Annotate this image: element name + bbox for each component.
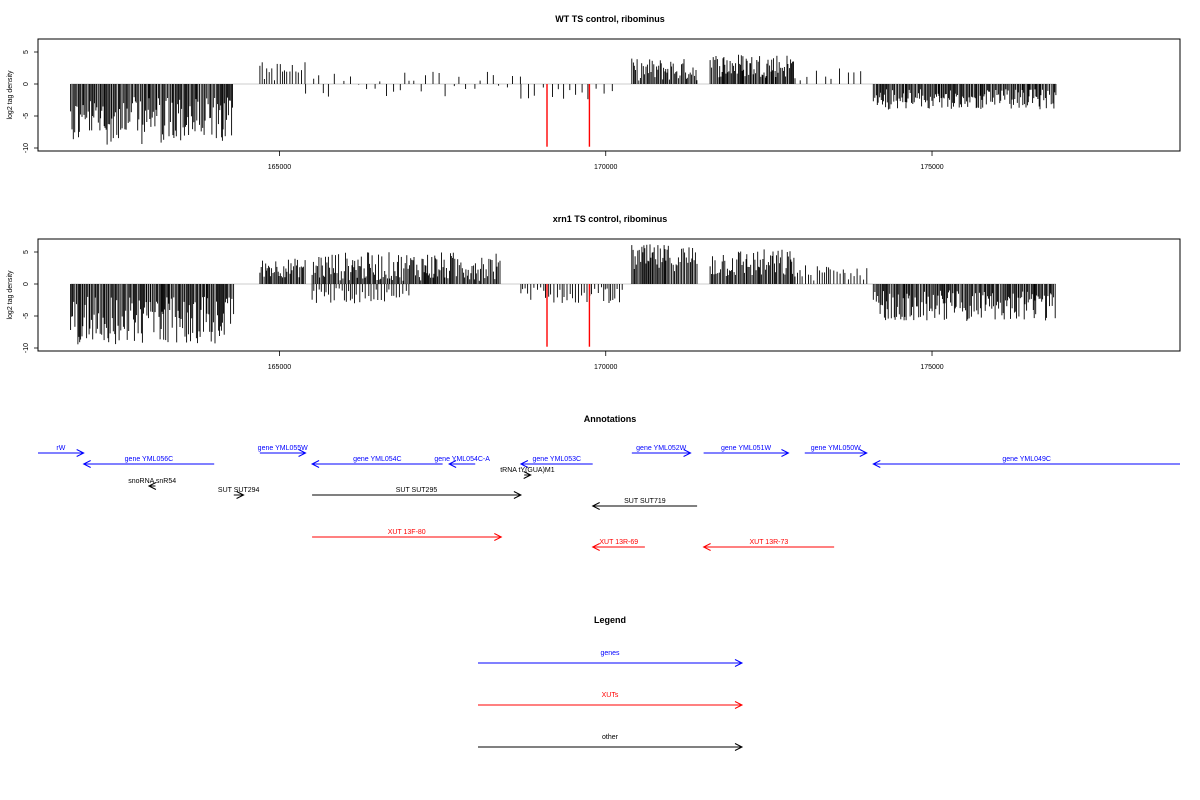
feature-arrowhead xyxy=(76,449,85,457)
feature-arrowhead xyxy=(236,491,245,499)
x-tick-label: 165000 xyxy=(268,164,291,171)
feature-arrowhead xyxy=(519,460,529,468)
feature-arrowhead xyxy=(310,460,320,468)
x-tick-label: 165000 xyxy=(268,364,291,371)
annotation-feature: snoRNA snR54 xyxy=(128,478,176,490)
panel-wt-bars xyxy=(70,54,1057,147)
legend-item: XUTs xyxy=(478,692,744,709)
annotation-feature: gene YML055W xyxy=(258,445,308,457)
feature-arrowhead xyxy=(591,543,600,551)
panel-xrn1-frame xyxy=(37,238,1181,352)
legend-arrowhead xyxy=(734,743,744,751)
annotation-feature: gene YML054C xyxy=(310,456,443,468)
annotation-feature: SUT SUT294 xyxy=(218,487,260,499)
feature-label: SUT SUT295 xyxy=(396,487,438,494)
feature-arrowhead xyxy=(591,502,600,510)
annotation-feature: gene YML056C xyxy=(82,456,215,468)
feature-label: SUT SUT719 xyxy=(624,498,666,505)
annotation-feature: XUT 13R-73 xyxy=(702,539,835,551)
feature-label: SUT SUT294 xyxy=(218,487,260,494)
y-tick-label: -10 xyxy=(23,143,30,153)
feature-label: gene YML056C xyxy=(125,456,174,463)
legend-arrowhead xyxy=(734,659,744,667)
legend-arrowhead xyxy=(734,701,744,709)
legend-item: other xyxy=(478,734,744,751)
feature-arrowhead xyxy=(523,471,532,479)
x-tick-label: 175000 xyxy=(920,164,943,171)
y-tick-label: 5 xyxy=(23,250,30,254)
y-tick-label: 0 xyxy=(23,282,30,286)
feature-arrowhead xyxy=(147,482,157,490)
annotation-feature: tRNA tY(GUA)M1 xyxy=(500,467,555,479)
annotations-title: Annotations xyxy=(584,414,637,424)
legend-label: genes xyxy=(600,650,620,657)
y-tick-label: -5 xyxy=(23,313,30,319)
annotation-feature: gene YML053C xyxy=(519,456,593,468)
x-tick-label: 170000 xyxy=(594,164,617,171)
panel-wt-ticks: -10 -5 0 5 165000 170000 175000 xyxy=(23,50,944,171)
feature-label: gene YML055W xyxy=(258,445,308,452)
feature-label: snoRNA snR54 xyxy=(128,478,176,485)
annotation-feature: gene YML051W xyxy=(703,445,790,457)
feature-label: XUT 13F-80 xyxy=(388,529,426,536)
feature-label: gene YML049C xyxy=(1002,456,1051,463)
legend-items: genes XUTs other xyxy=(478,650,744,751)
panel-wt-title: WT TS control, ribominus xyxy=(555,14,665,24)
annotation-feature: SUT SUT719 xyxy=(591,498,698,510)
feature-label: gene YML052W xyxy=(636,445,686,452)
y-tick-label: -5 xyxy=(23,113,30,119)
annotation-features: rW gene YML056C gene YML055W gene YML054C ge… xyxy=(38,445,1180,551)
annotation-feature: gene YML049C xyxy=(872,456,1180,468)
feature-arrowhead xyxy=(781,449,790,457)
feature-arrowhead xyxy=(683,449,692,457)
feature-label: rW xyxy=(56,445,65,452)
legend-title: Legend xyxy=(594,615,626,625)
panel-xrn1-ylabel: log2 tag density xyxy=(7,270,14,320)
panel-xrn1-bars xyxy=(70,244,1057,347)
feature-arrowhead xyxy=(448,460,457,468)
annotation-feature: gene YML052W xyxy=(631,445,692,457)
legend: Legend genes XUTs other xyxy=(478,615,744,751)
panel-xrn1-ticks: -10 -5 0 5 165000 170000 175000 xyxy=(23,250,944,371)
feature-label: gene YML051W xyxy=(721,445,771,452)
feature-label: gene YML054C-A xyxy=(434,456,490,463)
feature-arrowhead xyxy=(859,449,868,457)
feature-arrowhead xyxy=(702,543,711,551)
panel-wt-frame xyxy=(37,38,1181,152)
y-tick-label: 0 xyxy=(23,82,30,86)
feature-arrowhead xyxy=(82,460,91,468)
annotation-feature: gene YML054C-A xyxy=(434,456,490,468)
feature-label: gene YML054C xyxy=(353,456,402,463)
annotations-panel: Annotations rW gene YML056C gene YML055W ge… xyxy=(38,414,1180,551)
annotation-feature: XUT 13R-69 xyxy=(591,539,645,551)
panel-wt-ylabel: log2 tag density xyxy=(7,70,14,120)
feature-label: tRNA tY(GUA)M1 xyxy=(500,467,555,474)
feature-label: gene YML050W xyxy=(811,445,861,452)
feature-arrowhead xyxy=(298,449,307,457)
y-tick-label: 5 xyxy=(23,50,30,54)
annotation-feature: XUT 13F-80 xyxy=(312,529,503,541)
legend-label: other xyxy=(602,734,619,741)
y-tick-label: -10 xyxy=(23,343,30,353)
panel-xrn1: xrn1 TS control, ribominus log2 tag dens… xyxy=(7,214,1181,371)
feature-label: gene YML053C xyxy=(533,456,582,463)
panel-xrn1-title: xrn1 TS control, ribominus xyxy=(553,214,668,224)
annotation-feature: gene YML050W xyxy=(804,445,868,457)
panel-wt: WT TS control, ribominus log2 tag densit… xyxy=(7,14,1181,171)
legend-item: genes xyxy=(478,650,744,667)
feature-arrowhead xyxy=(513,491,523,499)
x-tick-label: 170000 xyxy=(594,364,617,371)
annotation-feature: rW xyxy=(38,445,85,457)
feature-arrowhead xyxy=(872,460,881,468)
legend-label: XUTs xyxy=(602,692,619,699)
feature-label: XUT 13R-73 xyxy=(749,539,788,546)
annotation-feature: SUT SUT295 xyxy=(312,487,523,499)
feature-arrowhead xyxy=(494,533,503,541)
feature-label: XUT 13R-69 xyxy=(599,539,638,546)
x-tick-label: 175000 xyxy=(920,364,943,371)
